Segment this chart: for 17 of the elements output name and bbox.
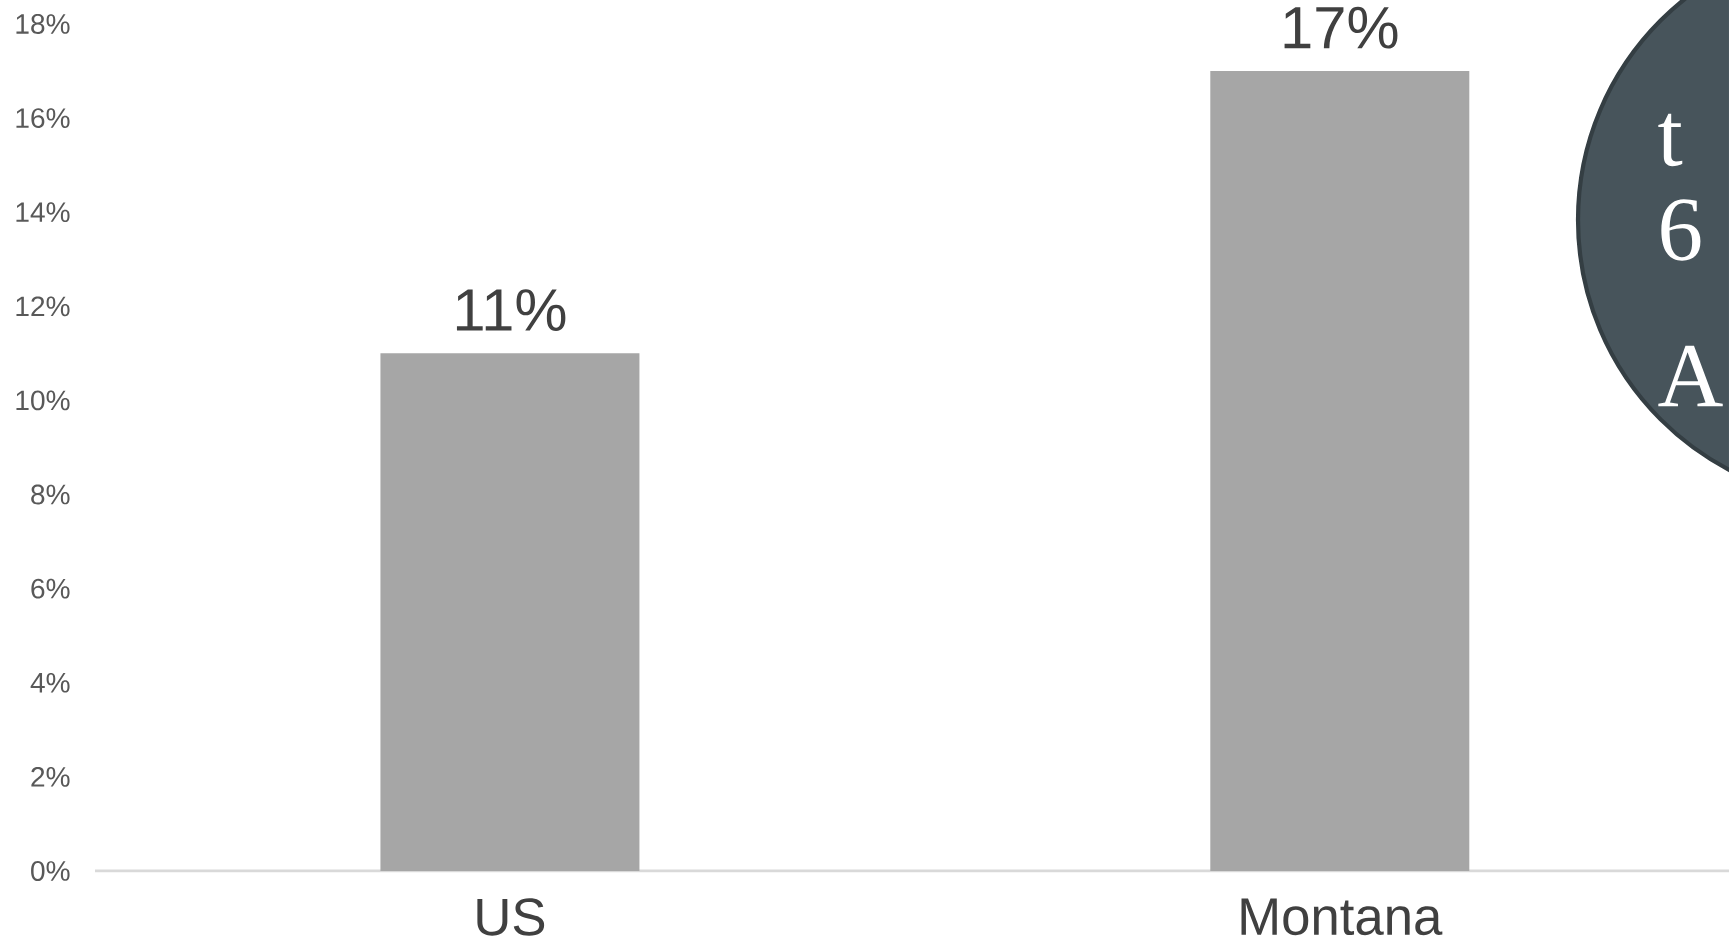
y-tick-label: 4%: [30, 672, 70, 693]
y-tick-label: 12%: [16, 296, 70, 317]
y-tick-label: 18%: [16, 14, 70, 34]
y-tick-label: 8%: [31, 484, 70, 505]
y-tick-label: 16%: [16, 108, 70, 129]
annotation: A: [1658, 345, 1723, 407]
y-tick-label: 2%: [31, 766, 70, 787]
y-tick-label: 0%: [31, 861, 70, 881]
x-tick-label: Montana: [1241, 898, 1443, 936]
annotation: t: [1658, 113, 1683, 167]
annotation: 6: [1661, 199, 1701, 261]
y-tick-label: 14%: [16, 202, 70, 223]
data-label: 11%: [456, 289, 566, 331]
data-label: 17%: [1284, 6, 1398, 49]
y-tick-label: 10%: [16, 390, 70, 411]
y-tick-label: 6%: [31, 578, 70, 599]
x-tick-label: US: [477, 898, 545, 936]
